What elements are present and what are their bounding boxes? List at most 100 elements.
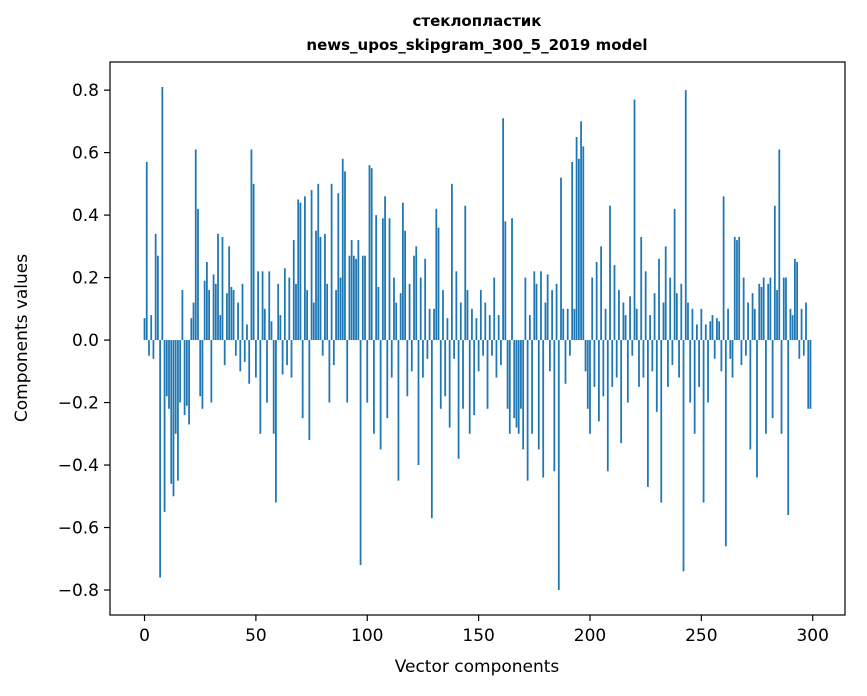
- x-tick-label: 250: [685, 626, 717, 646]
- bar: [277, 283, 280, 341]
- bar: [359, 340, 362, 566]
- x-tick-label: 100: [351, 626, 383, 646]
- bar: [615, 340, 618, 378]
- bar: [531, 340, 533, 434]
- bar: [145, 161, 148, 341]
- bar: [457, 340, 460, 459]
- bar: [348, 255, 351, 341]
- bar: [660, 340, 663, 503]
- bar: [640, 236, 643, 341]
- bar: [506, 340, 509, 409]
- bar: [647, 340, 649, 487]
- bar: [593, 340, 596, 387]
- bar: [653, 293, 656, 341]
- y-tick-label: 0.6: [72, 144, 99, 164]
- bar: [319, 236, 322, 341]
- bar: [673, 208, 676, 341]
- bar: [716, 318, 718, 341]
- bar: [413, 255, 415, 341]
- bar: [373, 340, 375, 434]
- x-tick-label: 150: [462, 626, 494, 646]
- y-axis-ticks: −0.8 −0.6 −0.4 −0.2 0.0 0.2 0.4 0.6 0.8: [58, 81, 110, 601]
- bar: [230, 286, 233, 341]
- bar: [330, 183, 333, 341]
- bar: [246, 324, 248, 341]
- bar: [711, 315, 714, 341]
- bar: [644, 271, 647, 341]
- bar: [491, 340, 493, 356]
- bar: [332, 340, 335, 366]
- bar: [259, 340, 262, 434]
- bar: [488, 315, 491, 341]
- bar: [475, 318, 478, 341]
- bar: [785, 277, 787, 341]
- bar: [511, 218, 513, 341]
- bar: [782, 277, 785, 341]
- bar: [553, 340, 556, 472]
- bar: [533, 271, 536, 341]
- bar: [390, 340, 393, 378]
- bar: [549, 340, 551, 372]
- bar: [366, 340, 369, 403]
- bar: [410, 340, 413, 372]
- bar: [152, 340, 155, 359]
- bar: [609, 205, 611, 341]
- bar: [546, 274, 549, 341]
- bar: [377, 286, 380, 341]
- bar: [299, 202, 302, 341]
- bar: [595, 261, 598, 341]
- bar: [217, 233, 219, 341]
- bar: [292, 240, 295, 341]
- bar: [379, 340, 382, 450]
- bar: [326, 283, 329, 341]
- bar: [604, 308, 607, 341]
- bar: [606, 340, 609, 472]
- bar: [312, 302, 315, 341]
- bar: [745, 340, 747, 356]
- bar: [736, 240, 738, 341]
- bar: [203, 280, 206, 341]
- bar: [243, 340, 246, 362]
- bar: [698, 340, 700, 387]
- bar: [306, 290, 308, 341]
- bar: [740, 340, 743, 366]
- y-tick-label: 0.8: [72, 81, 99, 101]
- bar: [707, 340, 709, 403]
- bar: [384, 196, 386, 341]
- bar: [778, 149, 781, 341]
- bar: [261, 271, 264, 341]
- bar: [733, 236, 736, 341]
- bar: [542, 340, 545, 478]
- bar: [562, 308, 565, 341]
- bar: [361, 255, 364, 341]
- bar: [335, 290, 337, 341]
- bar: [577, 158, 580, 341]
- bar: [228, 246, 231, 341]
- y-tick-label: −0.4: [58, 456, 99, 476]
- bar: [239, 340, 242, 372]
- bar: [513, 340, 516, 419]
- bar: [275, 340, 277, 503]
- bar: [473, 340, 476, 416]
- bar: [350, 240, 353, 341]
- bar: [702, 340, 705, 503]
- bar: [791, 315, 794, 341]
- bar: [517, 340, 520, 434]
- bar: [257, 271, 259, 341]
- chart-title-line2: news_upos_skipgram_300_5_2019 model: [306, 36, 647, 54]
- bar: [809, 340, 812, 409]
- bar: [234, 340, 237, 356]
- bar: [484, 302, 487, 341]
- x-axis-ticks: 0 50 100 150 200 250 300: [139, 615, 829, 646]
- bar: [237, 302, 239, 341]
- bar: [780, 340, 783, 434]
- bar: [713, 340, 716, 359]
- bar: [339, 277, 342, 341]
- bar: [555, 283, 558, 341]
- bar: [564, 340, 567, 384]
- bar: [655, 340, 658, 412]
- bar: [346, 340, 349, 403]
- bar: [807, 340, 810, 409]
- bar: [787, 340, 790, 516]
